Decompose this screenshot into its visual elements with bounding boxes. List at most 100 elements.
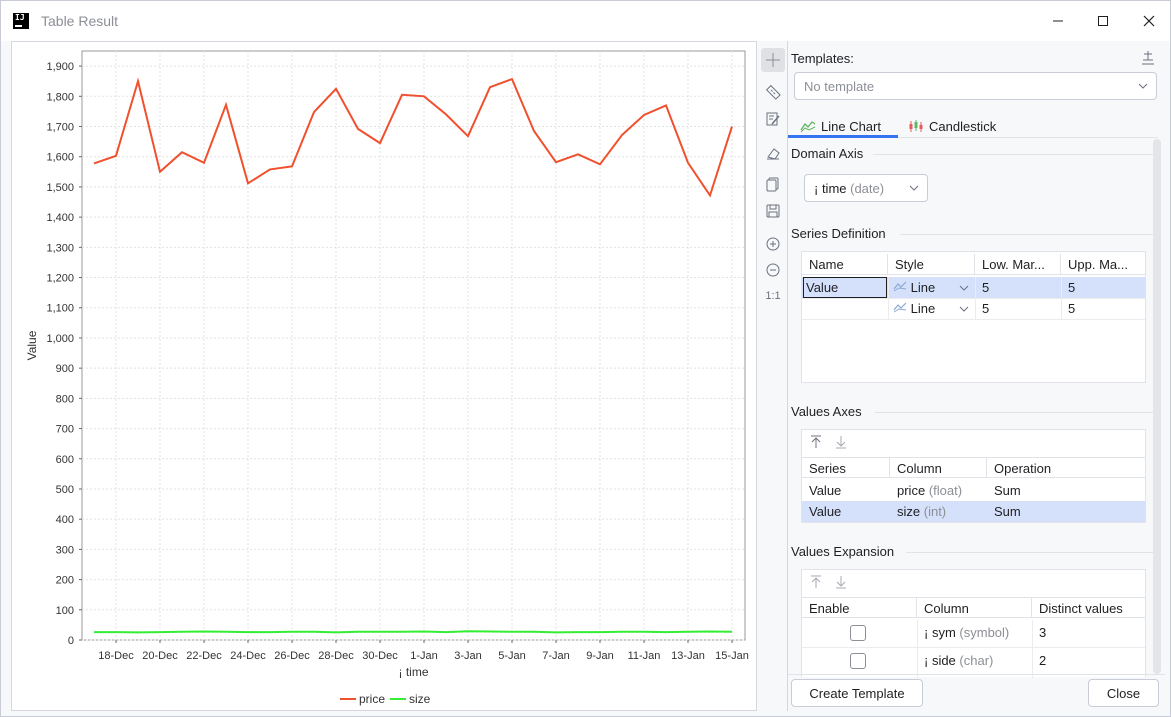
col-separator (888, 277, 889, 319)
col-header-column[interactable]: Column (890, 457, 987, 478)
chevron-down-icon (959, 306, 969, 312)
y-tick-label: 700 (56, 424, 74, 436)
col-header-column[interactable]: Column (917, 597, 1032, 618)
reset-zoom-button[interactable]: 1:1 (761, 284, 785, 308)
series-style-value: Line (910, 280, 936, 295)
values-expansion-table: Enable Column Distinct values ¡ sym (sym… (801, 569, 1146, 678)
domain-axis-select[interactable]: ¡ time (date) (804, 174, 928, 202)
series-name-cell[interactable] (803, 298, 887, 319)
x-tick-label: 11-Jan (628, 650, 661, 662)
templates-label: Templates: (791, 51, 854, 66)
y-tick-label: 1,100 (46, 303, 74, 315)
domain-axis-separator (873, 154, 1159, 155)
series-upp-margin-cell[interactable]: 5 (1068, 301, 1076, 316)
x-tick-label: 18-Dec (98, 650, 134, 662)
series-low-margin-cell[interactable]: 5 (982, 301, 990, 316)
enable-checkbox-side[interactable] (850, 653, 866, 669)
zoom-in-button[interactable] (761, 232, 785, 256)
line-chart[interactable]: 0 100 200 300 400 500 600 700 800 900 1,000 1,100 1,… (12, 42, 758, 712)
maximize-icon (1098, 16, 1108, 26)
create-template-button[interactable]: Create Template (791, 679, 923, 707)
edit-icon (766, 112, 780, 126)
enable-checkbox-sym[interactable] (850, 625, 866, 641)
x-tick-label: 13-Jan (671, 650, 705, 662)
zoom-out-button[interactable] (761, 258, 785, 282)
values-column-cell[interactable]: price (float) (890, 480, 987, 501)
values-series-cell[interactable]: Value (809, 483, 842, 498)
chart-settings-panel: Templates: No template Line Chart Candle… (788, 41, 1165, 711)
expansion-column-cell[interactable]: ¡ sym (symbol) (917, 622, 1032, 643)
arrow-down-icon (836, 436, 846, 449)
maximize-button[interactable] (1080, 7, 1126, 35)
col-header-low-margin[interactable]: Low. Mar... (975, 254, 1061, 275)
x-tick-label: 30-Dec (362, 650, 398, 662)
domain-axis-label: Domain Axis (791, 146, 864, 161)
crosshair-button[interactable] (761, 48, 785, 72)
active-tab-indicator (788, 135, 898, 138)
y-tick-label: 100 (56, 605, 74, 617)
series-low-margin-cell[interactable]: 5 (982, 280, 990, 295)
series-definition-table: Name Style Low. Mar... Upp. Ma... Value … (801, 251, 1146, 383)
col-header-upp-margin[interactable]: Upp. Ma... (1061, 254, 1146, 275)
edit-button[interactable] (761, 107, 785, 131)
crosshair-icon (766, 53, 780, 67)
move-down-button[interactable] (834, 435, 848, 452)
values-column-name: size (897, 504, 921, 519)
values-series-cell[interactable]: Value (809, 504, 842, 519)
col-header-style[interactable]: Style (888, 254, 975, 275)
tab-candlestick-label: Candlestick (929, 119, 997, 134)
ruler-icon (765, 84, 781, 100)
domain-axis-column: ¡ time (date) (814, 181, 884, 196)
row-separator (802, 319, 1145, 320)
series-style-value: Line (910, 301, 936, 316)
y-tick-label: 1,400 (46, 212, 74, 224)
col-header-series[interactable]: Series (802, 457, 890, 478)
move-down-button[interactable] (834, 575, 848, 592)
template-select-value: No template (804, 79, 875, 94)
series-name-cell[interactable]: Value (803, 277, 887, 298)
panel-divider[interactable] (787, 41, 788, 711)
y-tick-label: 400 (56, 514, 74, 526)
close-button[interactable]: Close (1088, 679, 1159, 707)
expansion-distinct-cell: 3 (1039, 625, 1047, 640)
x-tick-label: 3-Jan (454, 650, 482, 662)
values-operation-cell[interactable]: Sum (994, 504, 1021, 519)
ruler-button[interactable] (761, 80, 785, 104)
col-separator (1061, 277, 1062, 319)
series-upp-margin-cell[interactable]: 5 (1068, 280, 1076, 295)
y-tick-label: 900 (56, 363, 74, 375)
col-header-enable[interactable]: Enable (802, 597, 917, 618)
col-header-name[interactable]: Name (802, 254, 888, 275)
pin-button[interactable] (1141, 50, 1155, 69)
values-axes-label: Values Axes (791, 404, 862, 419)
values-operation-cell[interactable]: Sum (994, 483, 1021, 498)
series-line-price (93, 77, 733, 198)
series-style-cell[interactable]: Line (888, 277, 975, 298)
x-tick-label: 1-Jan (410, 650, 438, 662)
copy-button[interactable] (761, 172, 785, 196)
minimize-button[interactable] (1035, 7, 1081, 35)
clear-button[interactable] (761, 141, 785, 165)
chart-panel[interactable]: 0 100 200 300 400 500 600 700 800 900 1,000 1,100 1,… (11, 41, 757, 711)
line-chart-icon (800, 121, 816, 133)
series-definition-separator (900, 234, 1159, 235)
y-tick-label: 1,800 (46, 91, 74, 103)
y-tick-label: 200 (56, 575, 74, 587)
move-up-button[interactable] (809, 435, 823, 452)
chevron-down-icon (909, 185, 919, 191)
expansion-column-cell[interactable]: ¡ side (char) (917, 650, 1032, 671)
tab-candlestick[interactable]: Candlestick (908, 115, 996, 141)
save-button[interactable] (761, 199, 785, 223)
x-axis-label: ¡ time (399, 665, 429, 679)
values-column-cell[interactable]: size (int) (890, 501, 987, 522)
col-header-distinct-values[interactable]: Distinct values (1032, 597, 1145, 618)
template-select[interactable]: No template (794, 72, 1157, 100)
y-tick-label: 800 (56, 393, 74, 405)
close-window-button[interactable] (1126, 7, 1171, 35)
tab-line-chart[interactable]: Line Chart (800, 115, 881, 141)
move-up-button[interactable] (809, 575, 823, 592)
series-style-cell[interactable]: Line (888, 298, 975, 319)
col-header-operation[interactable]: Operation (987, 457, 1145, 478)
settings-scrollbar[interactable] (1153, 139, 1161, 674)
footer-separator (788, 674, 1165, 675)
